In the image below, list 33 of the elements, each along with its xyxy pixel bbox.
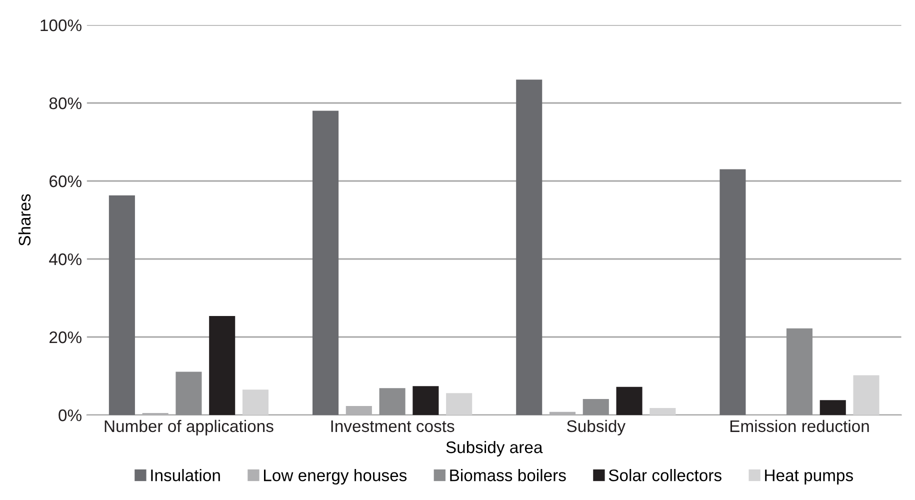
bar: [582, 399, 609, 415]
bar: [412, 386, 439, 415]
bar: [312, 110, 339, 415]
legend-label: Heat pumps: [765, 470, 853, 485]
x-axis-title: Subsidy area: [446, 440, 543, 456]
y-tick-label: 20%: [50, 331, 82, 344]
bar: [176, 372, 202, 415]
bar: [853, 375, 880, 415]
x-tick-label: Subsidy: [567, 420, 626, 436]
bar: [446, 393, 472, 415]
y-axis-title: Shares: [18, 194, 31, 246]
bar: [379, 388, 406, 415]
y-tick-label: 100%: [40, 19, 82, 32]
legend-label: Insulation: [151, 469, 220, 482]
bar: [108, 195, 135, 415]
bar: [786, 328, 813, 415]
bar: [616, 386, 642, 415]
bar: [820, 400, 846, 415]
y-tick-label: 40%: [49, 253, 82, 266]
bar: [209, 316, 236, 415]
legend-label: Low energy houses: [264, 469, 407, 485]
bar: [720, 169, 746, 415]
y-tick-label: 0%: [58, 409, 82, 422]
legend-label: Biomass boilers: [450, 469, 566, 482]
x-tick-label: Investment costs: [331, 420, 454, 432]
bar: [650, 408, 676, 415]
bar: [242, 390, 269, 415]
legend-label: Solar collectors: [608, 469, 722, 482]
y-tick-label: 80%: [49, 97, 82, 110]
x-tick-label: Emission reduction: [730, 420, 869, 432]
bar: [516, 80, 542, 415]
y-tick-label: 60%: [50, 175, 82, 188]
x-tick-label: Number of applications: [104, 420, 274, 436]
